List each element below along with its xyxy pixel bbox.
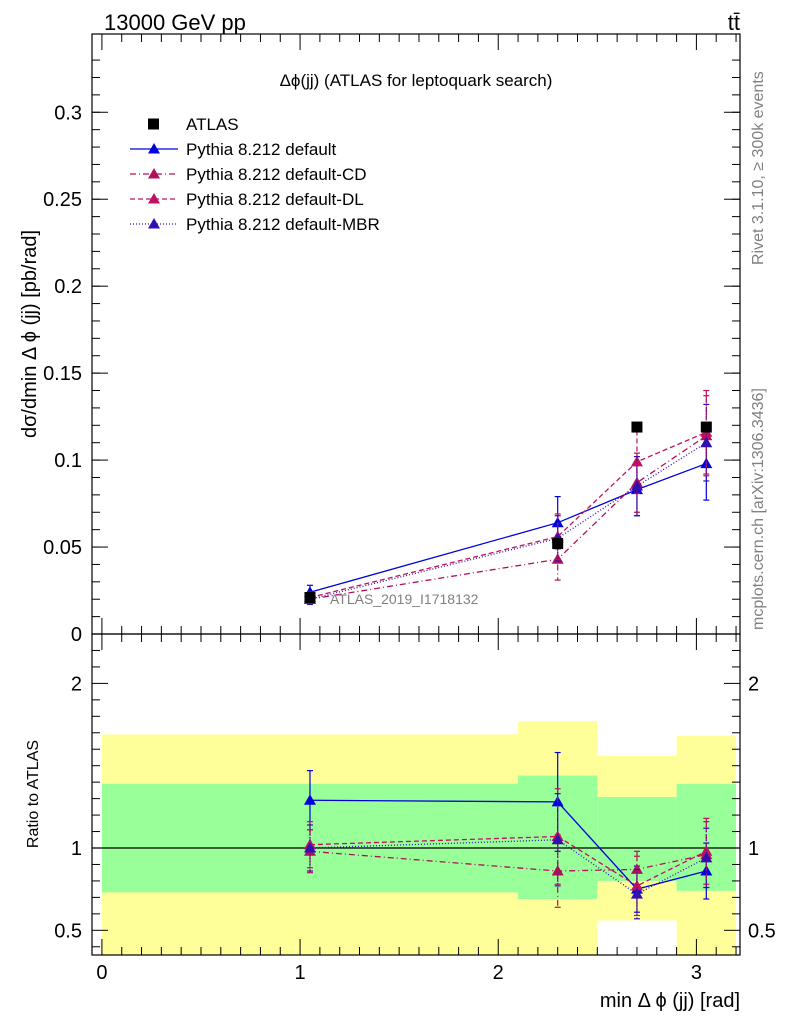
plot-title: Δϕ(jj) (ATLAS for leptoquark search) — [280, 71, 553, 90]
main-y-axis-label: dσ/dmin Δ ϕ (jj) [pb/rad] — [19, 230, 41, 438]
legend-marker-3 — [148, 193, 160, 204]
main-series-2-point — [630, 455, 643, 467]
ratio-series-3-point — [700, 851, 713, 863]
main-ytick-label: 0.3 — [54, 102, 82, 124]
legend-marker-1 — [148, 143, 160, 154]
ratio-series-line-1 — [309, 850, 707, 872]
legend-label: Pythia 8.212 default-DL — [186, 190, 364, 209]
main-series-3-point — [630, 480, 643, 491]
ratio-ytick-label: 2 — [71, 673, 82, 695]
main-ytick-label: 0 — [71, 624, 82, 646]
ratio-ytick-label-right: 2 — [748, 673, 759, 695]
ratio-series-3-point — [630, 888, 643, 899]
legend-label: Pythia 8.212 default-CD — [186, 165, 367, 184]
main-series-3-point — [700, 436, 713, 448]
energy-label: 13000 GeV pp — [104, 10, 246, 35]
xtick-label: 3 — [691, 962, 702, 984]
ratio-ytick-label: 1 — [71, 838, 82, 860]
main-ytick-label: 0.05 — [43, 537, 82, 559]
atlas-data-point — [304, 591, 316, 603]
ratio-panel: 0.5 0.5 1 1 2 2 0 1 2 3 Ratio to ATLAS min Δ ϕ (j… — [25, 633, 776, 1012]
legend-label: ATLAS — [186, 115, 239, 134]
rivet-label: Rivet 3.1.10, ≥ 300k events — [750, 71, 767, 265]
ratio-y-axis-label: Ratio to ATLAS — [25, 740, 42, 848]
ratio-series-line-2 — [309, 835, 707, 887]
ratio-ytick-label-right: 0.5 — [748, 920, 776, 942]
watermark-label: ATLAS_2019_I1718132 — [330, 591, 479, 607]
mcplots-label: mcplots.cern.ch [arXiv:1306.3436] — [750, 388, 767, 630]
ratio-ytick-label-right: 1 — [748, 838, 759, 860]
main-ytick-label: 0.1 — [54, 450, 82, 472]
xtick-label: 1 — [295, 962, 306, 984]
main-series-line-0 — [309, 462, 707, 593]
x-axis-label: min Δ ϕ (jj) [rad] — [600, 990, 740, 1012]
xtick-label: 0 — [96, 962, 107, 984]
ratio-series-line-3 — [309, 839, 707, 895]
ratio-series-line-0 — [309, 799, 707, 890]
ratio-series-3-point — [303, 842, 316, 853]
main-plot-area: 0 0.05 0.1 0.15 0.2 0.25 0.3 — [43, 34, 740, 646]
main-ytick-label: 0.2 — [54, 276, 82, 298]
legend-label: Pythia 8.212 default-MBR — [186, 215, 380, 234]
atlas-data-point — [552, 538, 564, 550]
main-series-line-1 — [309, 435, 707, 600]
legend-marker-4 — [148, 218, 160, 229]
legend-marker-2 — [148, 168, 160, 179]
main-ytick-label: 0.25 — [43, 189, 82, 211]
ratio-series-3-point — [551, 833, 564, 845]
main-series-line-3 — [309, 442, 707, 600]
main-ytick-label: 0.15 — [43, 363, 82, 385]
atlas-data-point — [700, 421, 712, 433]
ratio-series-0-point — [303, 794, 316, 805]
legend-label: Pythia 8.212 default — [186, 140, 337, 159]
atlas-data-point — [631, 421, 643, 433]
ratio-ytick-label: 0.5 — [54, 920, 82, 942]
ratio-frame — [91, 633, 741, 956]
main-panel: 0 0.05 0.1 0.15 0.2 0.25 0.3 Δϕ(jj) (ATLAS for… — [19, 33, 741, 646]
ratio-plot-area: 0.5 0.5 1 1 2 2 0 1 2 3 — [54, 634, 776, 984]
xtick-label: 2 — [493, 962, 504, 984]
legend-marker-atlas — [148, 118, 159, 130]
main-series-line-2 — [309, 431, 707, 599]
ratio-series-2-point — [700, 845, 713, 856]
process-label: tt̄ — [728, 10, 740, 35]
legend: ATLAS Pythia 8.212 default Pythia 8.212 de… — [130, 115, 380, 234]
